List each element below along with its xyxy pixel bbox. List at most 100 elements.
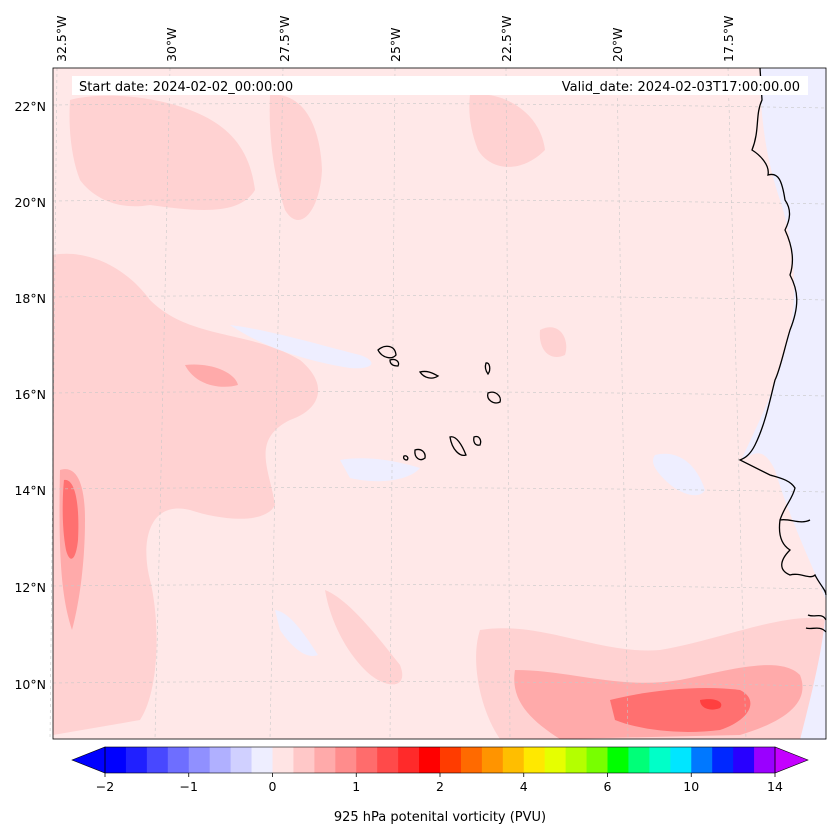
start-date-label: Start date: 2024-02-02_00:00:00 xyxy=(79,80,293,95)
longitude-labels: 32.5°W 30°W 27.5°W 25°W 22.5°W 20°W 17.5… xyxy=(54,16,736,62)
meridian-27-5w xyxy=(269,67,284,740)
pv-field xyxy=(53,68,826,740)
parallel-16n xyxy=(52,391,827,397)
colorbar-segment xyxy=(440,747,462,773)
colorbar: −2 −1 0 1 2 4 6 10 14 xyxy=(71,746,809,794)
lat-label-16n: 16°N xyxy=(14,387,46,402)
pv-area-central-streak xyxy=(325,590,403,685)
colorbar-segment xyxy=(544,747,567,773)
colorbar-segment xyxy=(670,747,692,773)
coastlines xyxy=(377,67,827,633)
colorbar-segment xyxy=(188,747,211,773)
colorbar-segment xyxy=(733,747,755,773)
africa-coastline xyxy=(738,67,827,596)
colorbar-under-arrow xyxy=(71,746,106,774)
island-sao-vicente xyxy=(389,358,400,367)
colorbar-segment xyxy=(335,747,357,773)
island-boa-vista xyxy=(487,391,501,404)
colorbar-segment xyxy=(607,747,629,773)
graticule xyxy=(49,67,827,740)
island-sal xyxy=(484,362,491,376)
lon-label-22-5w: 22.5°W xyxy=(499,16,514,62)
colorbar-segment xyxy=(125,747,148,773)
colorbar-segment xyxy=(105,747,127,773)
island-fogo xyxy=(414,448,426,461)
pv-negative-east xyxy=(653,453,705,496)
island-sao-nicolau xyxy=(418,370,440,379)
pv-area-north-east xyxy=(469,94,545,167)
island-santiago xyxy=(449,436,467,456)
colorbar-segment xyxy=(146,747,169,773)
meridian-25w xyxy=(389,67,396,740)
pv-area-west-band xyxy=(53,253,319,735)
meridian-30w xyxy=(154,67,171,740)
colorbar-segment xyxy=(419,747,441,773)
colorbar-segment xyxy=(754,747,776,773)
pv-area-east-mid xyxy=(539,327,567,358)
colorbar-tick-label: −1 xyxy=(180,779,198,794)
latitude-labels: 22°N 20°N 18°N 16°N 14°N 12°N 10°N xyxy=(14,99,46,692)
colorbar-segment xyxy=(628,747,650,773)
island-brava xyxy=(402,455,409,461)
colorbar-tick-label: 6 xyxy=(604,779,612,794)
valid-date-label: Valid_date: 2024-02-03T17:00:00.00 xyxy=(562,80,800,95)
colorbar-segment xyxy=(586,747,608,773)
colorbar-segments xyxy=(105,747,776,773)
colorbar-over-arrow xyxy=(774,746,809,774)
colorbar-segment xyxy=(460,747,483,773)
pv-negative-southwest xyxy=(275,610,318,656)
parallel-12n xyxy=(52,584,827,590)
colorbar-segment xyxy=(272,747,294,773)
lon-label-32-5w: 32.5°W xyxy=(54,16,69,62)
colorbar-segment xyxy=(377,747,399,773)
colorbar-segment xyxy=(712,747,734,773)
colorbar-segment xyxy=(356,747,378,773)
colorbar-segment xyxy=(649,747,671,773)
colorbar-segment xyxy=(314,747,336,773)
parallel-14n xyxy=(52,487,827,493)
lat-label-22n: 22°N xyxy=(14,99,46,114)
pv-negative-south-islands xyxy=(340,458,420,482)
colorbar-tick-label: 1 xyxy=(352,779,360,794)
pv-negative-band-center xyxy=(230,325,372,369)
parallel-10n xyxy=(52,681,827,687)
colorbar-segment xyxy=(502,747,525,773)
header-box xyxy=(72,76,808,95)
colorbar-segment xyxy=(209,747,232,773)
lon-label-25w: 25°W xyxy=(388,27,403,62)
gambia-coast xyxy=(779,518,811,523)
parallel-20n xyxy=(52,199,827,205)
colorbar-segment xyxy=(565,747,588,773)
lat-label-12n: 12°N xyxy=(14,580,46,595)
colorbar-tick-label: −2 xyxy=(96,779,114,794)
colorbar-tick-label: 10 xyxy=(683,779,699,794)
lon-label-20w: 20°W xyxy=(610,27,625,62)
pv-area-peak xyxy=(700,699,722,710)
pv-area-southeast-core xyxy=(610,688,751,732)
colorbar-ticks: −2 −1 0 1 2 4 6 10 14 xyxy=(96,773,783,794)
pv-area-north-center xyxy=(269,94,322,221)
pv-area-west-core xyxy=(62,479,79,559)
colorbar-segment xyxy=(398,747,420,773)
colorbar-label: 925 hPa potenital vorticity (PVU) xyxy=(334,810,546,825)
parallel-22n xyxy=(52,103,827,109)
colorbar-segment xyxy=(523,747,546,773)
island-santo-antao xyxy=(377,345,397,359)
colorbar-segment xyxy=(691,747,713,773)
meridian-17-5w xyxy=(727,67,747,740)
bijagos-islands xyxy=(805,614,827,633)
colorbar-segment xyxy=(293,747,315,773)
colorbar-tick-label: 14 xyxy=(767,779,783,794)
parallel-18n xyxy=(52,295,827,301)
map-frame xyxy=(52,67,827,740)
pv-area-northwest xyxy=(69,95,256,210)
pv-area-wave-west xyxy=(185,364,238,387)
colorbar-tick-label: 2 xyxy=(436,779,444,794)
colorbar-segment xyxy=(167,747,190,773)
colorbar-tick-label: 0 xyxy=(269,779,277,794)
lon-label-30w: 30°W xyxy=(164,27,179,62)
lat-label-14n: 14°N xyxy=(14,483,46,498)
island-maio xyxy=(473,435,482,446)
colorbar-tick-label: 4 xyxy=(520,779,528,794)
